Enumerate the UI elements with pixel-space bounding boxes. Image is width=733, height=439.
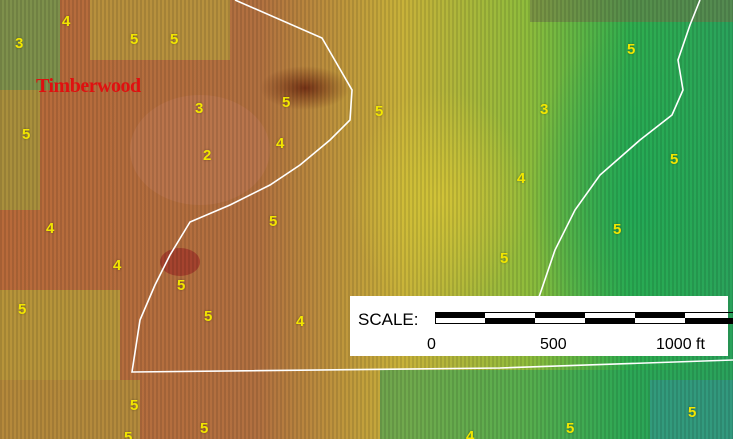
rating-label: 4 [46,220,55,237]
rating-label: 5 [627,41,636,58]
rating-label: 5 [566,420,575,437]
rating-label: 4 [296,313,305,330]
rating-label: 4 [517,170,526,187]
rating-label: 3 [195,100,204,117]
rating-label: 5 [18,301,27,318]
rating-label: 5 [375,103,384,120]
rating-label: 5 [670,151,679,168]
rating-label: 4 [466,428,475,439]
rating-label: 5 [130,397,139,414]
rating-label: 5 [200,420,209,437]
rating-label: 5 [688,404,697,421]
scale-title: SCALE: [358,310,419,329]
rating-label: 2 [203,147,212,164]
rating-label: 5 [124,429,133,439]
rating-label: 5 [282,94,291,111]
rating-label: 5 [130,31,139,48]
rating-label: 5 [204,308,213,325]
scale-tick-0: 0 [427,336,436,353]
rating-label: 5 [269,213,278,230]
rating-label: 4 [113,257,122,274]
rating-label: 4 [276,135,285,152]
rating-label: 5 [22,126,31,143]
rating-label: 5 [170,31,179,48]
scale-box: SCALE: 0 500 1000 ft [350,296,733,356]
rating-label: 4 [62,13,71,30]
rating-label: 5 [500,250,509,267]
rating-label: 5 [177,277,186,294]
place-label-timberwood: Timberwood [36,75,141,97]
rating-label: 5 [613,221,622,238]
rating-label: 3 [15,35,24,52]
scale-tick-1000: 1000 ft [656,336,705,353]
rating-label: 3 [540,101,549,118]
scale-bar [435,312,733,324]
scale-tick-500: 500 [540,336,567,353]
